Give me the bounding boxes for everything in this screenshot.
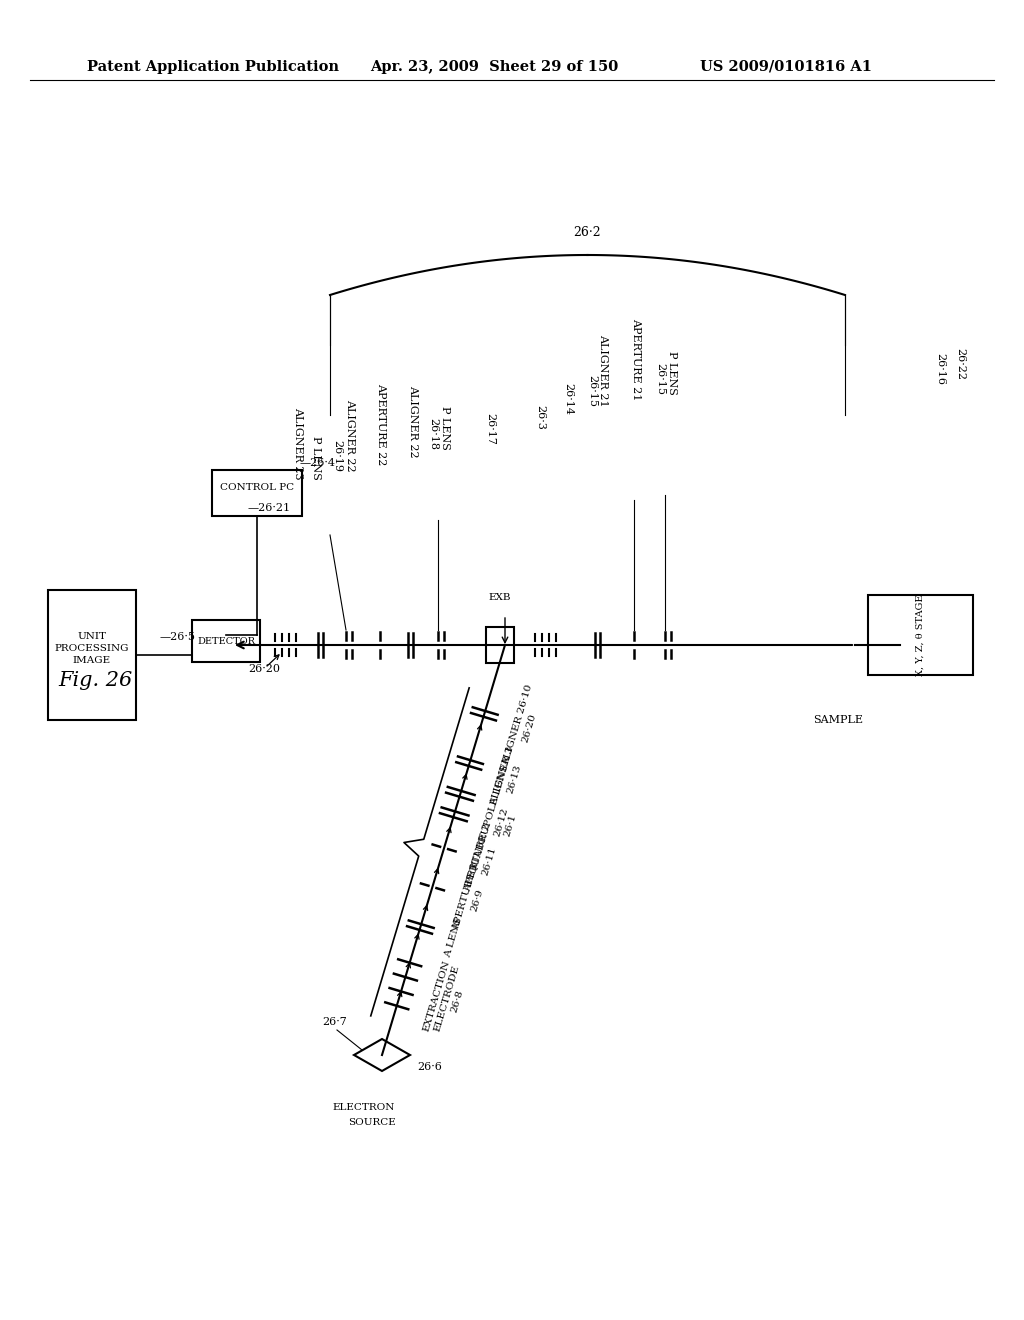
Bar [868, 595, 973, 675]
Bar [193, 620, 260, 663]
Text: 26·11: 26·11 [480, 846, 498, 876]
Bar [212, 470, 302, 516]
Text: 26·9: 26·9 [470, 888, 485, 912]
Text: 26·15: 26·15 [655, 363, 665, 395]
Text: 26·15: 26·15 [587, 375, 597, 407]
Text: 26·6: 26·6 [417, 1063, 442, 1072]
Text: APERTURE 2: APERTURE 2 [463, 822, 493, 894]
Text: 26·8: 26·8 [450, 989, 465, 1014]
Text: ALIGNER 23: ALIGNER 23 [293, 408, 303, 480]
Text: Apr. 23, 2009  Sheet 29 of 150: Apr. 23, 2009 Sheet 29 of 150 [370, 59, 618, 74]
Text: 26·22: 26·22 [955, 348, 965, 380]
Text: APERTURE 21: APERTURE 21 [631, 318, 641, 400]
Text: EXTRACTION: EXTRACTION [422, 958, 452, 1032]
Text: P LENS: P LENS [440, 407, 450, 450]
Text: 26·20: 26·20 [520, 713, 538, 743]
Text: ALIGNER 3: ALIGNER 3 [489, 746, 515, 807]
Text: P LENS: P LENS [667, 351, 677, 395]
Text: 26·2: 26·2 [573, 227, 601, 239]
Bar [486, 627, 514, 663]
Text: PROCESSING: PROCESSING [54, 644, 129, 653]
Text: 26·1: 26·1 [503, 813, 518, 838]
Text: DETECTOR: DETECTOR [197, 636, 255, 645]
Text: 26·13: 26·13 [505, 764, 522, 795]
Text: 26·14: 26·14 [563, 383, 573, 414]
Text: 26·19: 26·19 [332, 440, 342, 473]
Text: QUADRUPOLE LENS: QUADRUPOLE LENS [469, 764, 510, 874]
Text: ALIGNER 22: ALIGNER 22 [408, 385, 418, 458]
Text: 26·16: 26·16 [935, 352, 945, 385]
Text: 26·7: 26·7 [322, 1016, 347, 1027]
Bar [48, 590, 136, 719]
Text: APERTURE 22: APERTURE 22 [376, 383, 386, 465]
Text: IMAGE: IMAGE [73, 656, 111, 665]
Text: —26·5: —26·5 [160, 632, 196, 642]
Text: ALIGNER 26·10: ALIGNER 26·10 [501, 684, 535, 767]
Text: P LENS: P LENS [311, 436, 321, 480]
Text: US 2009/0101816 A1: US 2009/0101816 A1 [700, 59, 872, 74]
Text: 26·12: 26·12 [493, 807, 509, 838]
Text: 26·18: 26·18 [428, 418, 438, 450]
Text: ELECTRODE: ELECTRODE [433, 964, 461, 1032]
Text: SAMPLE: SAMPLE [813, 715, 863, 725]
Text: EXB: EXB [488, 594, 511, 602]
Text: X, Y, Z, θ STAGE: X, Y, Z, θ STAGE [916, 594, 925, 676]
Text: Fig. 26: Fig. 26 [58, 671, 132, 689]
Text: APERTURE 1: APERTURE 1 [452, 862, 480, 932]
Text: 26·3: 26·3 [535, 405, 545, 430]
Text: 26·20: 26·20 [248, 664, 280, 675]
Text: CONTROL PC: CONTROL PC [220, 483, 294, 492]
Text: Patent Application Publication: Patent Application Publication [87, 59, 339, 74]
Text: SOURCE: SOURCE [348, 1118, 396, 1127]
Text: —26·21: —26·21 [248, 503, 291, 513]
Text: 26·17: 26·17 [485, 413, 495, 445]
Text: A LENS: A LENS [443, 917, 464, 960]
Text: ELECTRON: ELECTRON [333, 1104, 395, 1111]
Text: UNIT: UNIT [78, 632, 106, 642]
Text: ALIGNER 21: ALIGNER 21 [598, 334, 608, 407]
Text: —26·4: —26·4 [300, 458, 336, 469]
Text: ALIGNER 22: ALIGNER 22 [345, 400, 355, 473]
